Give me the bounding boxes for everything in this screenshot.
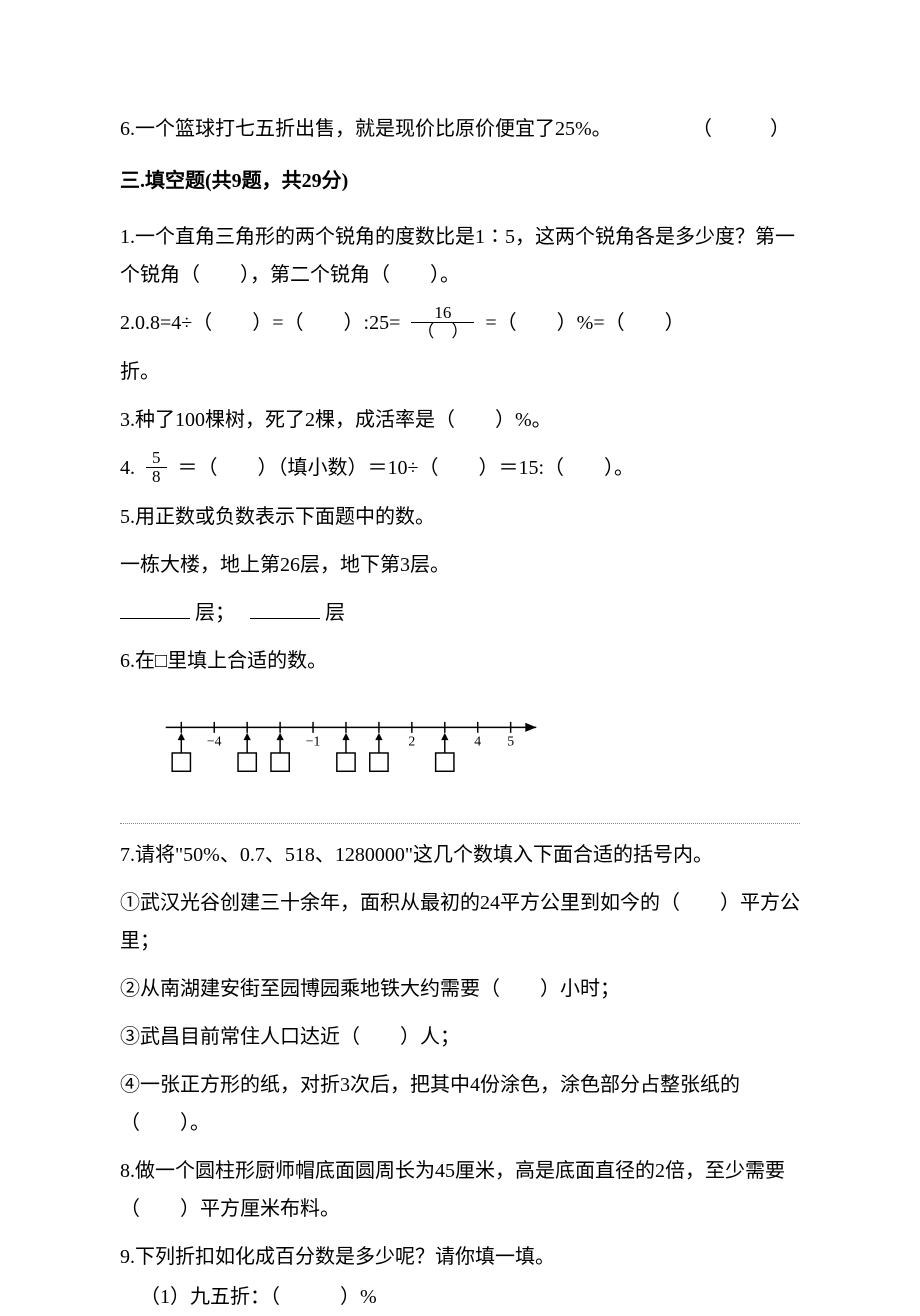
- svg-text:4: 4: [474, 733, 481, 748]
- fill-q8: 8.做一个圆柱形厨师帽底面圆周长为45厘米，高是底面直径的2倍，至少需要（ ）平…: [120, 1152, 800, 1228]
- fill-q4-frac-num: 5: [146, 449, 167, 468]
- fill-q5-context: 一栋大楼，地上第26层，地下第3层。: [120, 546, 800, 584]
- dotted-divider: [120, 823, 800, 824]
- fill-q5-mid: 层；: [195, 602, 235, 624]
- section-3-title: 三.填空题(共9题，共29分): [120, 162, 800, 200]
- fill-q2: 2.0.8=4÷（ ）=（ ）:25= 16 （ ） =（ ）%=（ ）: [120, 304, 800, 343]
- fill-q2-fraction: 16 （ ）: [411, 304, 474, 341]
- svg-text:5: 5: [507, 733, 514, 748]
- fill-q7-3: ③武昌目前常住人口达近（ ）人；: [120, 1018, 800, 1056]
- fill-q7-2: ②从南湖建安街至园博园乘地铁大约需要（ ）小时；: [120, 970, 800, 1008]
- fill-q9-stem: 9.下列折扣如化成百分数是多少呢？请你填一填。: [120, 1238, 800, 1276]
- fill-q5-blank-2[interactable]: [250, 598, 320, 619]
- fill-q2-tail: 折。: [120, 353, 800, 391]
- fill-q4-fraction: 5 8: [146, 449, 167, 486]
- fill-q2-part-a: 2.0.8=4÷（ ）=（ ）:25=: [120, 312, 400, 334]
- tf-q6-paren: （ ）: [692, 110, 796, 148]
- fill-q2-part-b: =（ ）%=（ ）: [485, 312, 684, 334]
- fill-q4: 4. 5 8 ＝（ ）（填小数）＝10÷（ ）＝15:（ ）。: [120, 449, 800, 488]
- fill-q6-stem: 6.在□里填上合适的数。: [120, 642, 800, 680]
- svg-text:−1: −1: [306, 733, 321, 748]
- number-line-svg: −4 −1 2 4 5: [120, 702, 550, 782]
- tf-q6-text: 6.一个篮球打七五折出售，就是现价比原价便宜了25%。: [120, 118, 612, 140]
- fill-q2-frac-num: 16: [411, 304, 474, 323]
- fill-q7-1: ①武汉光谷创建三十余年，面积从最初的24平方公里到如今的（ ）平方公里；: [120, 884, 800, 960]
- tf-q6: 6.一个篮球打七五折出售，就是现价比原价便宜了25%。 （ ）: [120, 110, 800, 148]
- fill-q5-blanks: 层； 层: [120, 594, 800, 632]
- worksheet-page: 6.一个篮球打七五折出售，就是现价比原价便宜了25%。 （ ） 三.填空题(共9…: [0, 0, 920, 1302]
- fill-q2-frac-den: （ ）: [411, 323, 474, 341]
- fill-q4-frac-den: 8: [146, 468, 167, 486]
- fill-q4-part-a: 4.: [120, 457, 135, 479]
- fill-q5-stem: 5.用正数或负数表示下面题中的数。: [120, 498, 800, 536]
- fill-q1: 1.一个直角三角形的两个锐角的度数比是1∶5，这两个锐角各是多少度？第一个锐角（…: [120, 218, 800, 294]
- fill-q4-part-b: ＝（ ）（填小数）＝10÷（ ）＝15:（ ）。: [178, 457, 635, 479]
- fill-q7-stem: 7.请将"50%、0.7、518、1280000"这几个数填入下面合适的括号内。: [120, 836, 800, 874]
- svg-text:2: 2: [408, 733, 415, 748]
- fill-q5-end: 层: [325, 602, 345, 624]
- number-line-container: −4 −1 2 4 5: [120, 702, 800, 795]
- fill-q5-blank-1[interactable]: [120, 598, 190, 619]
- fill-q3: 3.种了100棵树，死了2棵，成活率是（ ）%。: [120, 401, 800, 439]
- svg-text:−4: −4: [207, 733, 222, 748]
- fill-q9-1: （1）九五折：（ ）%: [120, 1278, 800, 1316]
- fill-q7-4: ④一张正方形的纸，对折3次后，把其中4份涂色，涂色部分占整张纸的（ ）。: [120, 1066, 800, 1142]
